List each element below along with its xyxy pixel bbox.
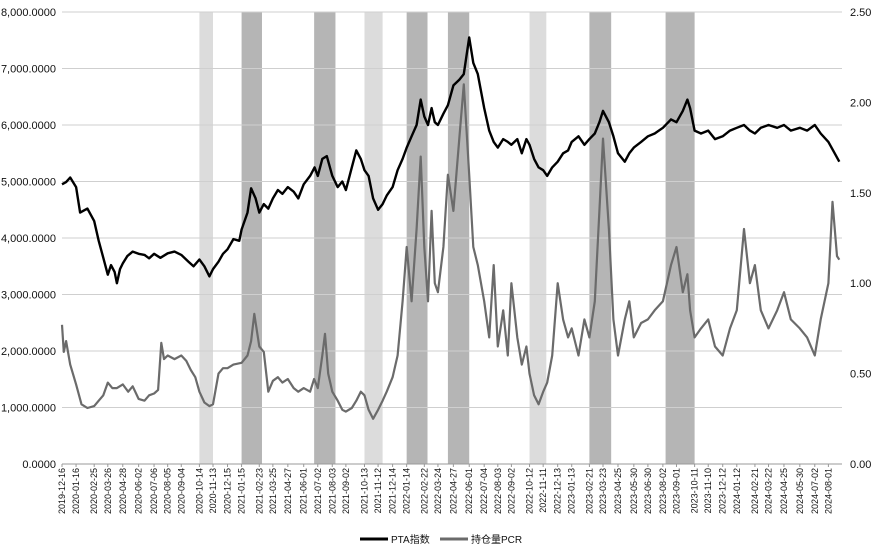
series-lines bbox=[60, 36, 841, 420]
y-left-tick-label: 7,000.0000 bbox=[1, 64, 56, 76]
y-right-tick-label: 1.00 bbox=[850, 278, 871, 290]
x-tick-label: 2022-02-22 bbox=[419, 468, 429, 514]
y-left-tick-label: 4,000.0000 bbox=[1, 233, 56, 245]
x-tick-label: 2023-01-13 bbox=[567, 468, 577, 514]
x-tick-label: 2024-01-12 bbox=[732, 468, 742, 514]
x-tick-label: 2020-07-06 bbox=[149, 468, 159, 514]
x-tick-label: 2020-11-13 bbox=[208, 468, 218, 513]
x-tick-label: 2020-10-14 bbox=[194, 468, 204, 514]
x-tick-label: 2021-06-01 bbox=[299, 468, 309, 514]
x-tick-label: 2022-03-24 bbox=[433, 468, 443, 514]
x-tick-label: 2019-12-16 bbox=[57, 468, 67, 514]
x-tick-label: 2022-12-13 bbox=[553, 468, 563, 514]
x-tick-label: 2024-02-21 bbox=[750, 468, 760, 514]
y-right-tick-label: 2.50 bbox=[850, 7, 871, 19]
y-axis-left: 0.0000 1,000.0000 2,000.0000 3,000.0000 4,00… bbox=[1, 7, 56, 471]
y-right-tick-label: 0.00 bbox=[850, 459, 871, 471]
legend-label-pta: PTA指数 bbox=[391, 533, 430, 546]
x-tick-label: 2023-04-25 bbox=[613, 468, 623, 514]
series-line-position-pcr bbox=[60, 83, 841, 420]
x-tick-label: 2020-04-28 bbox=[118, 468, 128, 514]
x-tick-label: 2022-06-01 bbox=[464, 468, 474, 514]
x-tick-label: 2021-03-25 bbox=[268, 468, 278, 514]
x-tick-label: 2021-12-14 bbox=[388, 468, 398, 514]
y-axis-right: 0.00 0.50 1.00 1.50 2.00 2.50 bbox=[850, 7, 871, 471]
x-tick-label: 2021-09-02 bbox=[341, 468, 351, 514]
x-tick-label: 2021-04-27 bbox=[283, 468, 293, 514]
x-tick-label: 2023-11-10 bbox=[703, 468, 713, 513]
x-tick-label: 2020-03-26 bbox=[103, 468, 113, 514]
x-tick-label: 2020-06-02 bbox=[134, 468, 144, 514]
x-tick-label: 2020-02-25 bbox=[89, 468, 99, 514]
x-tick-label: 2022-10-12 bbox=[525, 468, 535, 514]
y-right-tick-label: 2.00 bbox=[850, 97, 871, 109]
x-tick-label: 2023-09-01 bbox=[671, 468, 681, 514]
x-tick-label: 2022-07-04 bbox=[479, 468, 489, 514]
x-tick-label: 2022-08-03 bbox=[493, 468, 503, 514]
x-tick-label: 2020-09-04 bbox=[176, 468, 186, 514]
y-right-tick-label: 0.50 bbox=[850, 369, 871, 381]
x-tick-label: 2022-11-11 bbox=[538, 468, 548, 513]
x-tick-label: 2021-01-15 bbox=[237, 468, 247, 514]
x-tick-label: 2024-08-01 bbox=[823, 468, 833, 514]
x-tick-label: 2022-01-14 bbox=[402, 468, 412, 514]
y-left-tick-label: 1,000.0000 bbox=[1, 403, 56, 415]
x-tick-label: 2024-03-22 bbox=[764, 468, 774, 514]
x-tick-label: 2020-01-16 bbox=[71, 468, 81, 514]
x-tick-label: 2023-02-21 bbox=[584, 468, 594, 514]
x-tick-label: 2024-04-25 bbox=[779, 468, 789, 514]
x-tick-label: 2020-08-05 bbox=[163, 468, 173, 514]
x-tick-label: 2020-12-15 bbox=[223, 468, 233, 514]
y-left-tick-label: 5,000.0000 bbox=[1, 177, 56, 189]
x-axis: 2019-12-16 2020-01-16 2020-02-25 2020-03-26… bbox=[57, 464, 833, 514]
x-tick-label: 2022-04-27 bbox=[448, 468, 458, 514]
x-tick-label: 2021-07-02 bbox=[313, 468, 323, 514]
x-tick-label: 2023-08-02 bbox=[658, 468, 668, 514]
x-tick-label: 2021-10-13 bbox=[359, 468, 369, 514]
x-tick-label: 2024-07-02 bbox=[810, 468, 820, 514]
y-left-tick-label: 8,000.0000 bbox=[1, 7, 56, 19]
legend-label-pcr: 持仓量PCR bbox=[471, 533, 522, 546]
y-left-tick-label: 0.0000 bbox=[22, 459, 56, 471]
y-left-tick-label: 3,000.0000 bbox=[1, 290, 56, 302]
x-tick-label: 2024-05-30 bbox=[795, 468, 805, 514]
x-tick-label: 2023-12-12 bbox=[718, 468, 728, 514]
x-tick-label: 2021-08-03 bbox=[327, 468, 337, 514]
x-tick-label: 2023-06-30 bbox=[643, 468, 653, 514]
x-tick-label: 2022-09-02 bbox=[506, 468, 516, 514]
gridlines bbox=[62, 11, 842, 465]
x-tick-label: 2021-02-23 bbox=[254, 468, 264, 514]
x-tick-label: 2023-05-30 bbox=[629, 468, 639, 514]
x-tick-label: 2021-11-12 bbox=[373, 468, 383, 513]
y-left-tick-label: 2,000.0000 bbox=[1, 346, 56, 358]
y-right-tick-label: 1.50 bbox=[850, 188, 871, 200]
legend: PTA指数 持仓量PCR bbox=[360, 533, 522, 546]
x-tick-label: 2023-03-23 bbox=[598, 468, 608, 514]
y-left-tick-label: 6,000.0000 bbox=[1, 120, 56, 132]
series-line-pta-index bbox=[61, 36, 841, 285]
x-tick-label: 2023-10-11 bbox=[690, 468, 700, 513]
